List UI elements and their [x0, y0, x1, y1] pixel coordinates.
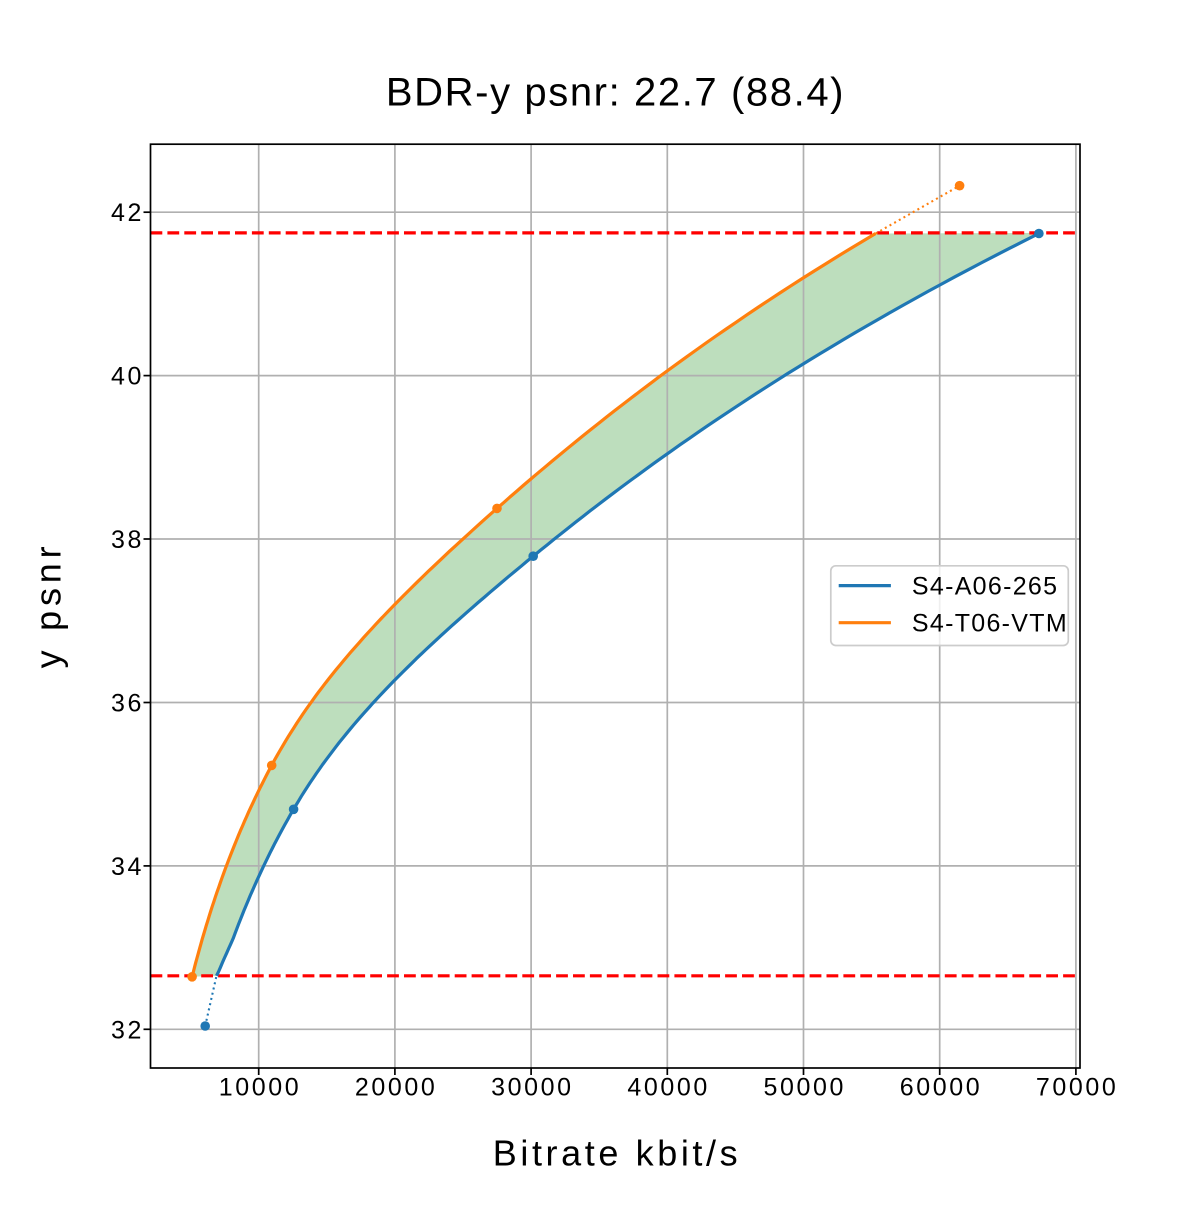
svg-text:S4-A06-265: S4-A06-265: [912, 573, 1058, 601]
svg-text:40: 40: [111, 363, 144, 391]
svg-text:Bitrate kbit/s: Bitrate kbit/s: [493, 1133, 741, 1174]
svg-text:40000: 40000: [627, 1074, 710, 1102]
svg-text:34: 34: [111, 853, 144, 881]
svg-text:38: 38: [111, 526, 144, 554]
svg-text:32: 32: [111, 1016, 144, 1044]
svg-text:S4-T06-VTM: S4-T06-VTM: [912, 610, 1068, 638]
svg-text:36: 36: [111, 690, 144, 718]
svg-text:10000: 10000: [219, 1074, 302, 1102]
svg-text:50000: 50000: [764, 1074, 847, 1102]
svg-text:42: 42: [111, 199, 144, 227]
svg-text:20000: 20000: [355, 1074, 438, 1102]
svg-text:BDR-y psnr: 22.7 (88.4): BDR-y psnr: 22.7 (88.4): [386, 71, 845, 115]
svg-text:60000: 60000: [900, 1074, 983, 1102]
svg-text:30000: 30000: [491, 1074, 574, 1102]
svg-text:70000: 70000: [1036, 1074, 1119, 1102]
svg-text:y psnr: y psnr: [28, 542, 69, 669]
